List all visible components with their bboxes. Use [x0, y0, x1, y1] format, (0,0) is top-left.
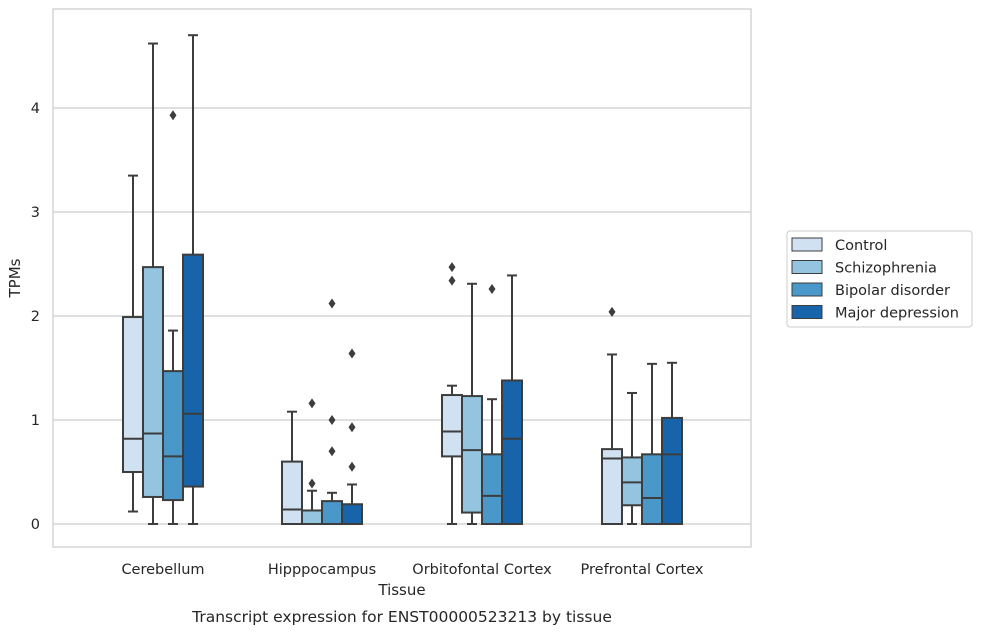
box: [461, 395, 483, 514]
outlier-point: [308, 478, 316, 489]
legend-swatch: [791, 305, 823, 319]
outlier-point: [328, 446, 336, 457]
y-tick-label: 4: [31, 101, 40, 117]
legend-frame: [786, 230, 973, 328]
box: [162, 370, 184, 502]
legend-label: Bipolar disorder: [835, 283, 950, 299]
x-tick-labels: Cerebellum Hipppocampus Orbitofontal Corte…: [121, 562, 703, 578]
outlier-point: [448, 262, 456, 273]
outlier-point: [348, 422, 356, 433]
box-group: [661, 361, 683, 526]
outlier-point: [308, 398, 316, 409]
box-group: [182, 34, 204, 525]
y-tick-label: 2: [31, 309, 40, 325]
legend-swatch: [791, 237, 823, 252]
legend-label: Control: [835, 238, 887, 254]
box-group: [441, 262, 463, 525]
box: [501, 379, 523, 526]
legend: Control Schizophrenia Bipolar disorder Majo…: [786, 230, 973, 328]
outlier-point: [328, 415, 336, 425]
box: [281, 460, 303, 526]
y-axis-label: TPMs: [6, 258, 24, 298]
y-tick-labels: 0 1 2 3 4: [31, 101, 40, 533]
box: [301, 509, 323, 526]
box: [621, 456, 643, 507]
figure-caption: Transcript expression for ENST0000052321…: [191, 608, 612, 626]
box: [341, 503, 363, 525]
box: [122, 316, 144, 474]
box-group: [341, 348, 363, 525]
box-group: [461, 282, 483, 525]
box-series: [122, 34, 683, 526]
plot-frame: [52, 8, 752, 548]
x-tick-label: Prefrontal Cortex: [581, 562, 704, 578]
legend-items: Control Schizophrenia Bipolar disorder Majo…: [791, 237, 959, 322]
legend-swatch: [791, 260, 823, 274]
outlier-point: [448, 275, 456, 286]
box: [142, 266, 164, 498]
box: [182, 253, 204, 488]
legend-swatch: [791, 282, 823, 297]
y-tick-label: 1: [31, 413, 40, 429]
box: [661, 416, 683, 526]
x-axis-label: Tissue: [377, 581, 425, 599]
box-group: [281, 410, 303, 526]
x-tick-label: Cerebellum: [121, 562, 204, 578]
box: [481, 453, 503, 526]
x-tick-label: Orbitofontal Cortex: [412, 562, 552, 578]
box: [321, 500, 343, 525]
y-tick-label: 3: [31, 205, 40, 221]
box: [441, 394, 463, 458]
box-group: [122, 174, 144, 513]
outlier-point: [169, 110, 177, 121]
legend-label: Schizophrenia: [835, 261, 937, 277]
outlier-point: [608, 306, 616, 317]
x-tick-label: Hipppocampus: [268, 562, 376, 578]
box-group: [621, 391, 643, 525]
box-group: [501, 274, 523, 526]
box: [641, 453, 663, 526]
y-tick-label: 0: [31, 517, 40, 533]
box-group: [142, 42, 164, 525]
outlier-point: [348, 461, 356, 472]
box: [601, 448, 623, 525]
outlier-point: [348, 348, 356, 359]
outlier-point: [328, 298, 336, 309]
outlier-point: [488, 283, 496, 294]
legend-label: Major depression: [835, 306, 959, 322]
